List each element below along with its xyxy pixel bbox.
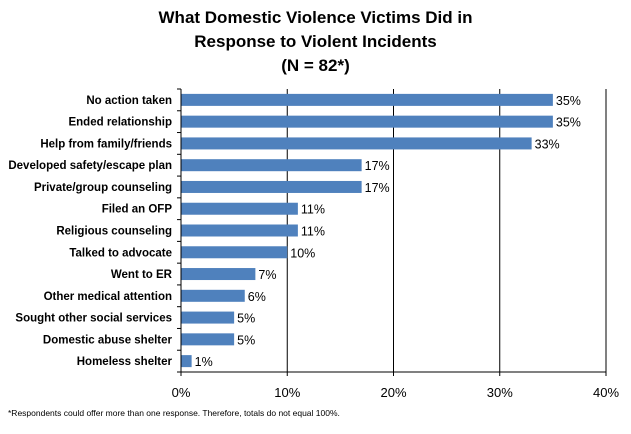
bar-5 (181, 202, 298, 215)
bar-9 (181, 289, 245, 302)
value-label-6: 11% (301, 225, 325, 239)
x-tick-label-2: 20% (380, 385, 406, 400)
value-label-7: 10% (290, 246, 315, 260)
x-tick-label-1: 10% (274, 385, 300, 400)
bar-6 (181, 224, 298, 237)
category-label-12: Homeless shelter (77, 356, 173, 368)
bar-1 (181, 115, 553, 128)
category-label-8: Went to ER (111, 269, 173, 281)
bar-3 (181, 159, 362, 172)
value-label-8: 7% (258, 268, 276, 282)
value-label-2: 33% (535, 137, 560, 151)
category-label-10: Sought other social services (15, 313, 172, 325)
bar-11 (181, 333, 235, 346)
bar-12 (181, 355, 192, 368)
chart-title: What Domestic Violence Victims Did in Re… (0, 6, 631, 78)
bar-10 (181, 311, 235, 324)
category-label-2: Help from family/friends (40, 138, 172, 150)
value-label-12: 1% (195, 355, 213, 369)
bar-4 (181, 180, 362, 193)
category-label-11: Domestic abuse shelter (43, 334, 173, 346)
x-tick-label-0: 0% (172, 385, 191, 400)
value-label-10: 5% (237, 312, 255, 326)
category-label-7: Talked to advocate (69, 247, 172, 259)
value-label-0: 35% (556, 94, 581, 108)
category-label-1: Ended relationship (68, 117, 172, 129)
category-label-9: Other medical attention (44, 291, 172, 303)
bar-7 (181, 246, 288, 259)
value-label-4: 17% (365, 181, 390, 195)
value-label-3: 17% (365, 159, 390, 173)
category-label-0: No action taken (86, 95, 172, 107)
x-tick-label-4: 40% (593, 385, 619, 400)
bar-2 (181, 137, 532, 150)
value-label-11: 5% (237, 333, 255, 347)
category-label-6: Religious counseling (56, 226, 172, 238)
category-label-4: Private/group counseling (34, 182, 172, 194)
category-label-5: Filed an OFP (102, 204, 173, 216)
category-label-3: Developed safety/escape plan (8, 160, 172, 172)
value-label-1: 35% (556, 116, 581, 130)
value-label-5: 11% (301, 203, 325, 217)
bar-8 (181, 268, 256, 281)
footnote: *Respondents could offer more than one r… (8, 408, 340, 418)
chart-title-line-1: What Domestic Violence Victims Did in (158, 8, 473, 27)
chart-title-line-2: Response to Violent Incidents (194, 32, 437, 51)
bar-0 (181, 93, 553, 106)
value-label-9: 6% (248, 290, 266, 304)
x-tick-label-3: 30% (487, 385, 513, 400)
chart-title-line-3: (N = 82*) (281, 56, 350, 75)
